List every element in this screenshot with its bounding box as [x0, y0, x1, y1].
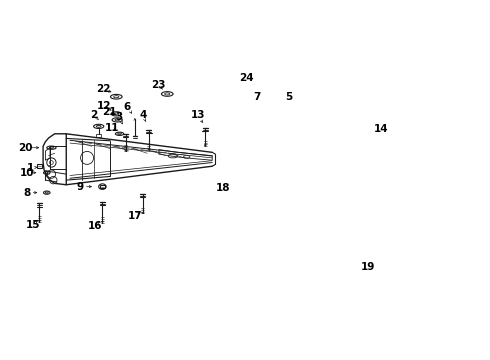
Text: 19: 19	[361, 262, 375, 272]
Text: 16: 16	[88, 221, 102, 231]
Text: 11: 11	[104, 123, 119, 133]
Text: 4: 4	[139, 110, 147, 120]
Text: 24: 24	[239, 73, 253, 83]
Text: 8: 8	[23, 188, 30, 198]
Text: 1: 1	[26, 163, 34, 173]
Text: 18: 18	[216, 183, 230, 193]
Text: 23: 23	[151, 80, 165, 90]
Text: 21: 21	[101, 107, 116, 117]
Text: 5: 5	[285, 92, 292, 102]
Text: 6: 6	[124, 102, 131, 112]
Text: 12: 12	[97, 101, 112, 111]
Text: 20: 20	[18, 143, 33, 153]
Text: 2: 2	[91, 110, 98, 120]
Text: 17: 17	[127, 211, 142, 221]
Text: 22: 22	[96, 84, 111, 94]
Text: 14: 14	[374, 124, 389, 134]
Text: 10: 10	[20, 168, 34, 178]
Text: 3: 3	[116, 112, 122, 122]
Text: 9: 9	[76, 181, 84, 192]
Text: 15: 15	[25, 220, 40, 230]
Text: 13: 13	[191, 110, 206, 120]
Text: 7: 7	[253, 92, 261, 102]
